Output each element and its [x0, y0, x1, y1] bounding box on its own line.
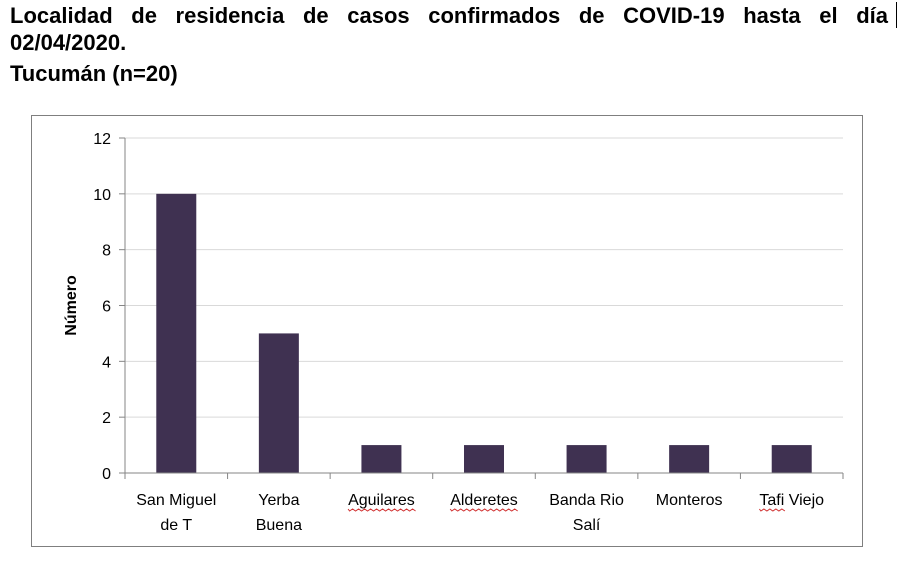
- bar: [669, 445, 710, 473]
- bar: [258, 333, 299, 473]
- x-category-label: Salí: [573, 517, 601, 534]
- y-tick-label: 2: [102, 410, 111, 427]
- bar: [566, 445, 607, 473]
- y-tick-label: 12: [93, 131, 111, 148]
- y-axis-title: Número: [63, 275, 80, 336]
- bar: [156, 193, 197, 474]
- x-category-label: Banda Rio: [549, 492, 624, 509]
- chart-frame: [31, 115, 863, 547]
- x-category-label: de T: [160, 517, 192, 534]
- bars: [156, 193, 812, 474]
- chart-subtitle: Tucumán (n=20): [10, 61, 178, 86]
- y-tick-label: 0: [102, 466, 111, 483]
- chart-heading: Localidad de residencia de casos confirm…: [10, 2, 888, 56]
- x-category-label: Monteros: [656, 492, 723, 509]
- gridlines: [125, 137, 843, 418]
- y-tick-label: 4: [102, 354, 111, 371]
- y-tick-label: 6: [102, 299, 111, 316]
- spellcheck-underline: [347, 508, 416, 512]
- text-cursor: [896, 2, 897, 28]
- bar: [361, 445, 402, 473]
- axes: [119, 137, 844, 479]
- heading-line-2: 02/04/2020.: [10, 30, 127, 55]
- x-category-label: Yerba: [258, 492, 299, 509]
- x-category-label: Alderetes: [450, 492, 518, 509]
- bar: [464, 445, 504, 473]
- bar: [771, 445, 812, 473]
- heading-line-1: Localidad de residencia de casos confirm…: [10, 3, 888, 28]
- y-tick-label: 8: [102, 243, 111, 260]
- x-category-label: San Miguel: [136, 492, 216, 509]
- x-category-label: Tafi Viejo: [759, 492, 824, 509]
- spellcheck-underline: [449, 508, 518, 512]
- x-category-label: Buena: [256, 517, 302, 534]
- labels: 0 2 4 6 8 10 12 San Miguel de T Yerba Buena Aguilar…: [63, 131, 824, 534]
- x-category-label: Aguilares: [348, 492, 415, 509]
- y-tick-label: 10: [93, 187, 111, 204]
- spellcheck-underline: [758, 508, 786, 512]
